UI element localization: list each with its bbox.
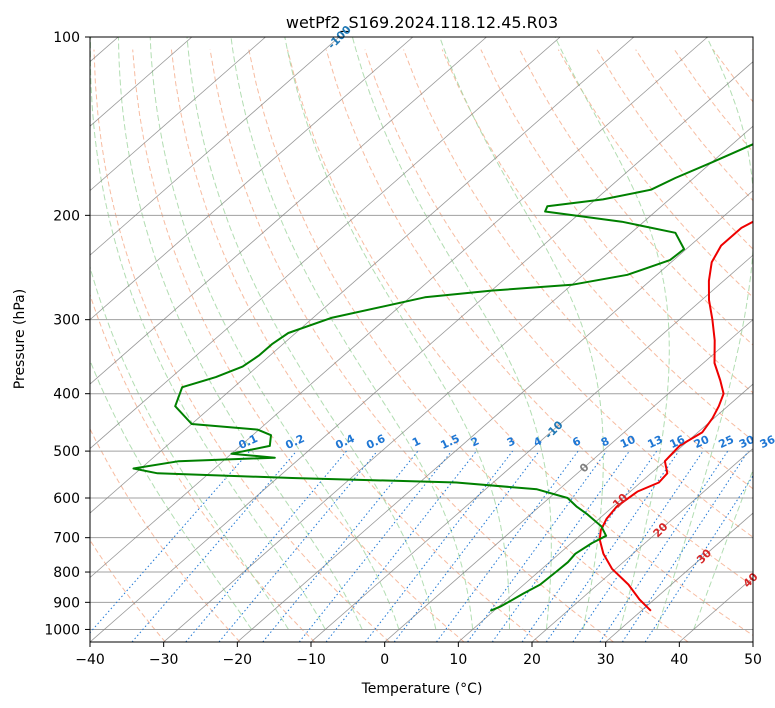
mixing-ratio-line (545, 450, 680, 642)
moist-adiabat (554, 37, 670, 630)
dewpoint-profile (132, 143, 753, 612)
moist-adiabat (656, 37, 753, 630)
mixing-ratio-label: 16 (668, 433, 688, 451)
dry-adiabat (364, 49, 753, 538)
y-tick-label: 400 (53, 387, 80, 403)
y-tick-label: 1000 (44, 622, 80, 638)
mixing-ratio-line (185, 450, 347, 642)
x-tick-label: 40 (670, 652, 688, 668)
isotherm-line (90, 37, 340, 256)
dry-adiabat (90, 293, 316, 642)
y-tick-label: 800 (53, 565, 80, 581)
isotherm-line (752, 641, 753, 642)
dry-adiabat (287, 49, 753, 636)
moist-adiabat (90, 265, 289, 630)
plot-frame (89, 36, 754, 643)
y-tick-label: 100 (53, 30, 80, 46)
mixing-ratio-line (262, 450, 419, 642)
dry-adiabat (209, 49, 614, 642)
moist-adiabat (351, 37, 552, 630)
mixing-ratio-line (521, 450, 658, 642)
y-tick-label: 600 (53, 491, 80, 507)
x-tick-label: 20 (523, 652, 541, 668)
x-tick-label: −30 (149, 652, 179, 668)
x-tick-label: −10 (296, 652, 326, 668)
dry-adiabat (441, 49, 753, 442)
moist-adiabat (439, 37, 604, 630)
mixing-ratio-label: 36 (758, 433, 775, 451)
isotherm-label: -90 (453, 0, 476, 4)
isotherm-line (90, 37, 414, 321)
dry-adiabat (519, 49, 753, 346)
moist-adiabat (230, 37, 474, 630)
y-tick-label: 200 (53, 208, 80, 224)
in-plot-labels: 0.1 0.2 0.4 0.6 1 1.5 2 3 4 6 8 10 13 16 20 25 30 36-100-… (237, 0, 775, 590)
dry-adiabat (90, 427, 241, 642)
isotherm-line (90, 37, 708, 579)
dry-adiabat (751, 49, 753, 52)
x-axis-label: Temperature (°C) (361, 681, 483, 697)
grid-layer (90, 37, 753, 642)
isotherm-line (90, 61, 753, 642)
mixing-ratio-label: 25 (717, 433, 736, 451)
mixing-ratio-line (218, 450, 378, 642)
moist-adiabat (149, 37, 400, 630)
y-tick-label: 300 (53, 313, 80, 329)
mixing-ratio-line (325, 450, 477, 642)
x-tick-label: 10 (449, 652, 467, 668)
mixing-ratio-line (364, 450, 514, 642)
series-layer (132, 143, 753, 612)
isotherm-line (237, 190, 753, 642)
isotherm-line (310, 254, 753, 642)
y-tick-label: 700 (53, 531, 80, 547)
x-tick-label: 0 (380, 652, 389, 668)
isotherm-line (90, 37, 561, 450)
isotherm-line (90, 37, 635, 514)
dry-adiabat (93, 49, 390, 642)
mixing-ratio-label: 13 (646, 433, 665, 451)
x-tick-label: 30 (597, 652, 615, 668)
mixing-ratio-line (467, 450, 608, 642)
dry-adiabat (248, 49, 689, 642)
mixing-ratio-label: 10 (618, 433, 638, 451)
y-tick-label: 900 (53, 595, 80, 611)
temperature-profile (598, 220, 753, 612)
y-axis-label: Pressure (hPa) (12, 289, 28, 389)
isotherm-line (90, 37, 266, 192)
axes: −40 −30 −20 −10 0 10 20 30 40 50 100 200 300 400 500 60… (44, 30, 762, 668)
x-tick-label: −40 (75, 652, 105, 668)
isotherm-line (90, 37, 487, 385)
plot-area (90, 37, 753, 642)
moist-adiabat (693, 468, 753, 630)
dry-adiabat (325, 49, 753, 587)
isotherm-line (458, 383, 753, 642)
dry-adiabat (403, 49, 753, 490)
moist-adiabat (284, 37, 510, 630)
dry-adiabat (170, 49, 540, 642)
isotherm-line (605, 512, 753, 642)
mixing-ratio-line (572, 450, 704, 642)
moist-adiabat (90, 359, 253, 630)
chart-title: wetPf2_S169.2024.118.12.45.R03 (286, 13, 558, 33)
isotherm-line (163, 125, 753, 642)
isotherm-line (531, 448, 753, 642)
moist-adiabat (118, 37, 363, 630)
x-tick-label: 50 (744, 652, 762, 668)
x-tick-label: −20 (223, 652, 253, 668)
dry-adiabat (132, 49, 465, 642)
mixing-ratio-line (298, 450, 453, 642)
y-tick-label: 500 (53, 444, 80, 460)
mixing-ratio-label: 30 (737, 433, 757, 451)
mixing-ratio-label: 20 (692, 433, 712, 451)
isotherm-line (384, 319, 753, 642)
